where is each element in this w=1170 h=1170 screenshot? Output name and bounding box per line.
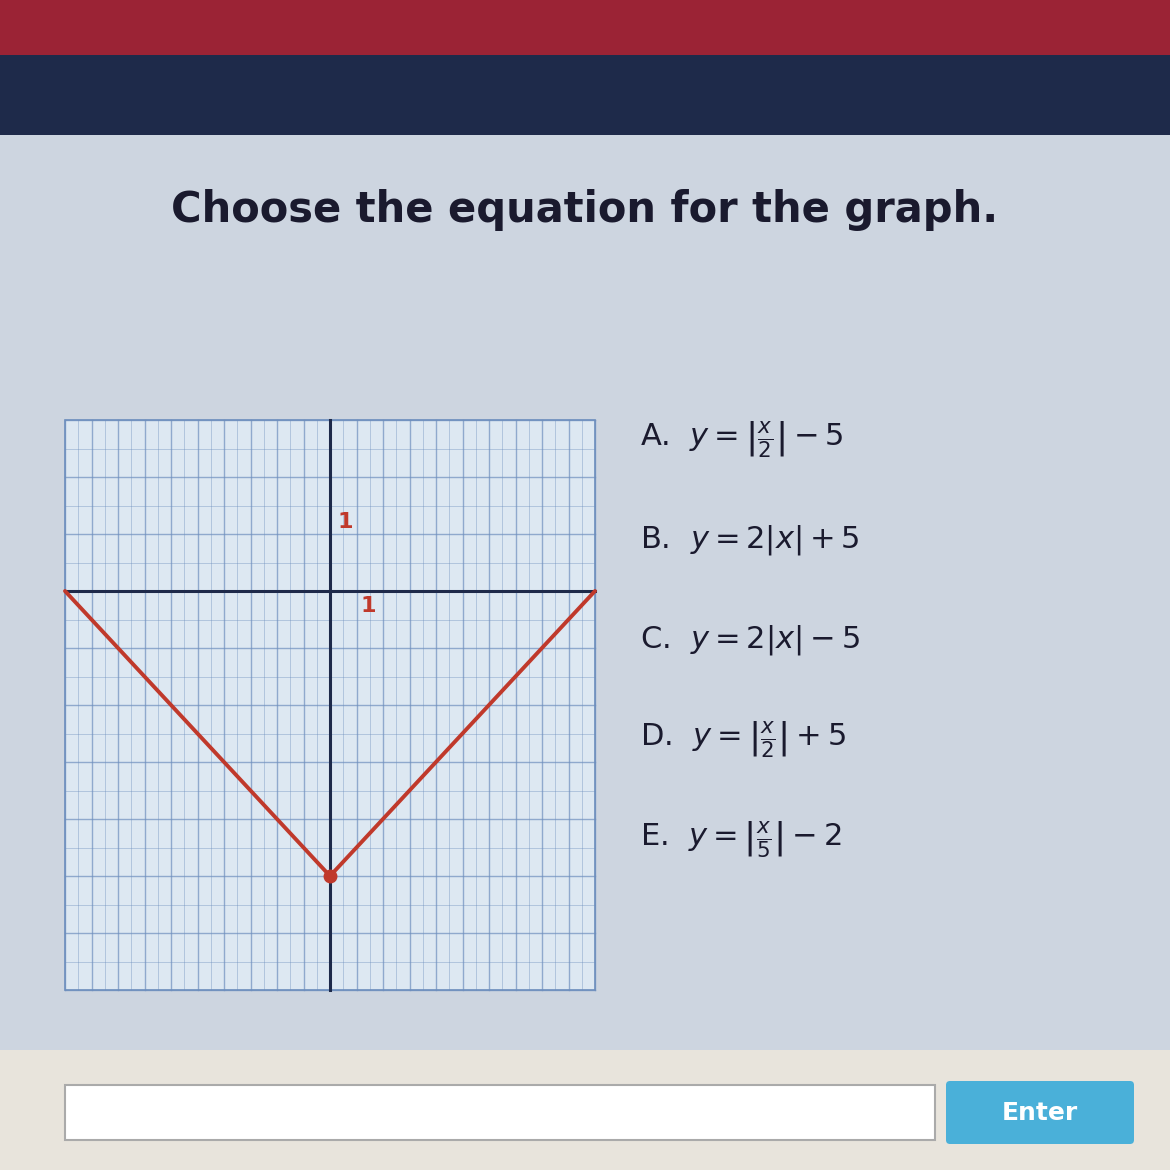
Bar: [0, 0, 1170, 55]
Text: 1: 1: [337, 512, 352, 532]
Bar: [0, 55, 1170, 135]
FancyBboxPatch shape: [66, 1085, 935, 1140]
Bar: [66, 420, 596, 990]
Text: C.  $y = 2|x| - 5$: C. $y = 2|x| - 5$: [640, 622, 860, 658]
Text: Enter: Enter: [1002, 1101, 1078, 1124]
Text: D.  $y = \left|\frac{x}{2}\right| + 5$: D. $y = \left|\frac{x}{2}\right| + 5$: [640, 720, 846, 760]
Text: 1: 1: [360, 596, 376, 615]
FancyBboxPatch shape: [947, 1081, 1134, 1144]
Text: Choose the equation for the graph.: Choose the equation for the graph.: [172, 190, 998, 230]
Text: A.  $y = \left|\frac{x}{2}\right| - 5$: A. $y = \left|\frac{x}{2}\right| - 5$: [640, 420, 844, 461]
Text: B.  $y = 2|x| + 5$: B. $y = 2|x| + 5$: [640, 523, 860, 557]
Bar: [0, 1049, 1170, 1170]
Text: E.  $y = \left|\frac{x}{5}\right| - 2$: E. $y = \left|\frac{x}{5}\right| - 2$: [640, 819, 841, 860]
